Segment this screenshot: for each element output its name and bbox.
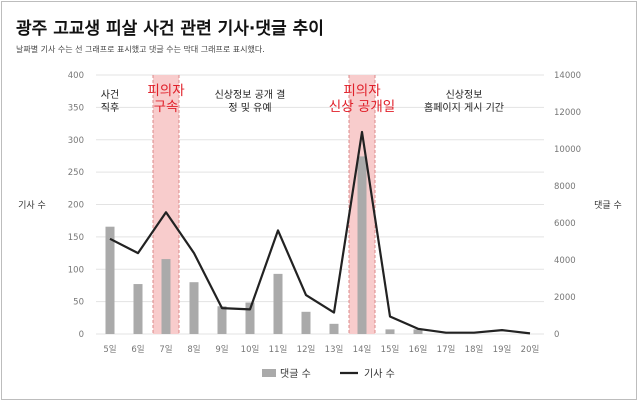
y-axis-label-left: 기사 수: [18, 200, 46, 211]
bar: [217, 306, 227, 334]
x-tick: 15일: [381, 345, 400, 355]
highlight-label: 구속: [154, 99, 179, 115]
y-tick-left: 50: [73, 298, 84, 308]
y-tick-right: 6000: [554, 219, 576, 229]
annotation-text: 신상정보: [446, 89, 483, 101]
y-tick-right: 14000: [554, 71, 581, 81]
bar: [161, 259, 171, 334]
y-tick-left: 250: [68, 168, 84, 178]
bar: [357, 156, 367, 334]
annotation-text: 정 및 유예: [228, 102, 271, 114]
bar: [189, 282, 199, 334]
bar: [385, 329, 395, 334]
x-tick: 9일: [215, 345, 228, 355]
x-tick: 19일: [493, 345, 512, 355]
y-tick-left: 350: [68, 103, 84, 113]
y-tick-right: 10000: [554, 145, 581, 155]
x-tick: 8일: [187, 345, 200, 355]
x-tick: 14일: [353, 345, 372, 355]
legend-bar-label: 댓글 수: [280, 368, 311, 380]
y-tick-right: 2000: [554, 293, 576, 303]
x-tick: 10일: [241, 345, 260, 355]
x-tick: 13일: [325, 345, 344, 355]
y-tick-left: 400: [68, 71, 84, 81]
x-tick: 5일: [103, 345, 116, 355]
y-tick-left: 200: [68, 201, 84, 211]
bar: [329, 323, 339, 334]
x-tick: 6일: [131, 345, 144, 355]
y-tick-right: 4000: [554, 256, 576, 266]
highlight-label: 피의자: [147, 83, 185, 99]
y-tick-left: 300: [68, 136, 84, 146]
chart-title: 광주 고교생 피살 사건 관련 기사·댓글 추이: [16, 19, 324, 39]
bar: [301, 311, 311, 334]
bar: [413, 329, 423, 334]
x-tick: 12일: [297, 345, 316, 355]
bar: [105, 226, 115, 334]
y-tick-right: 0: [554, 330, 559, 340]
y-axis-label-right: 댓글 수: [594, 200, 622, 211]
x-tick: 16일: [409, 345, 428, 355]
annotation-text: 사건: [101, 89, 119, 101]
annotation-text: 홈페이지 게시 기간: [424, 101, 504, 114]
chart-subtitle: 날짜별 기사 수는 선 그래프로 표시했고 댓글 수는 막대 그래프로 표시했다…: [16, 45, 265, 54]
bar-series: [105, 156, 423, 334]
x-tick: 20일: [521, 345, 540, 355]
y-tick-left: 150: [68, 233, 84, 243]
annotation-text: 직후: [101, 102, 119, 114]
line-path: [109, 130, 531, 335]
annotation-text: 신상정보 공개 결: [215, 89, 286, 101]
highlight-bands: [152, 75, 376, 334]
bar: [273, 273, 283, 334]
legend-bar-swatch: [262, 369, 276, 377]
legend: 댓글 수 기사 수: [262, 368, 395, 380]
y-tick-right: 12000: [554, 108, 581, 118]
x-tick: 7일: [159, 345, 172, 355]
highlight-label: 피의자: [343, 83, 381, 99]
x-tick: 17일: [437, 345, 456, 355]
bar: [133, 284, 143, 334]
x-tick: 11일: [269, 345, 288, 355]
highlight-label: 신상 공개일: [329, 99, 395, 115]
y-tick-right: 8000: [554, 182, 576, 192]
line-series: [109, 130, 531, 335]
axis-ticks: 0501001502002503003504000200040006000800…: [68, 71, 581, 355]
y-tick-left: 0: [79, 330, 84, 340]
bar: [245, 302, 255, 334]
y-tick-left: 100: [68, 265, 84, 275]
x-tick: 18일: [465, 345, 484, 355]
legend-line-label: 기사 수: [364, 368, 395, 380]
